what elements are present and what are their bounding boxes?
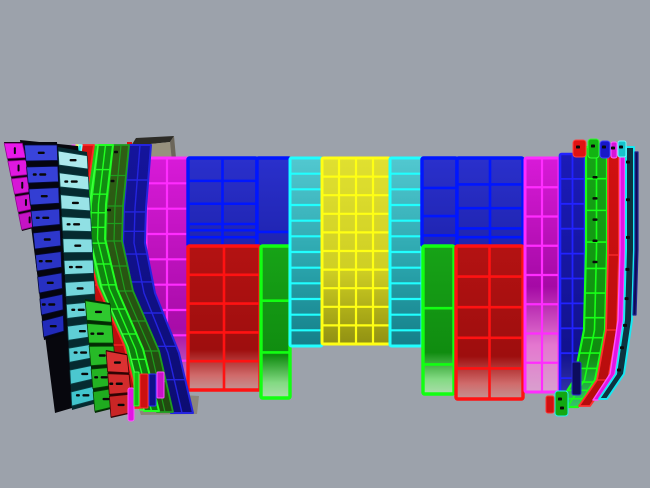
tail-green-right[interactable]: [554, 390, 569, 417]
tail-labels-right: [558, 397, 564, 410]
tail-navy-left[interactable]: [148, 373, 157, 407]
panel-col-cyan-a[interactable]: [288, 156, 324, 348]
edge-strip-cyan-right[interactable]: [598, 146, 635, 400]
top-tab-blue[interactable]: [599, 140, 611, 159]
curve-band-labels: [107, 150, 118, 212]
context-box-top: [131, 136, 174, 146]
panel-block-blue-left-a[interactable]: [186, 156, 259, 248]
top-tab-red[interactable]: [572, 139, 587, 158]
context-box-side: [170, 136, 176, 162]
panel-block-blue-left-b[interactable]: [255, 156, 292, 248]
fan-strip-blue[interactable]: [23, 142, 65, 340]
tail-magenta-left[interactable]: [127, 387, 135, 422]
panel-block-red-right[interactable]: [454, 244, 525, 401]
top-tab-cyan[interactable]: [617, 140, 627, 158]
top-tab-green[interactable]: [587, 138, 600, 159]
panel-col-yellow-center[interactable]: [320, 156, 392, 346]
tail-magenta-left2[interactable]: [156, 371, 165, 399]
tail-navy-right[interactable]: [571, 361, 582, 396]
panel-col-green-left[interactable]: [259, 244, 292, 400]
panel-col-magenta-right[interactable]: [523, 156, 561, 394]
fan-strip-red[interactable]: [105, 350, 134, 418]
panel-block-red-left[interactable]: [186, 244, 262, 392]
tail-red-left[interactable]: [139, 373, 149, 409]
tail-green-left[interactable]: [133, 371, 140, 407]
edge-strip-navy-right[interactable]: [632, 151, 639, 316]
top-tab-labels: [576, 144, 623, 150]
top-tab-magenta[interactable]: [610, 141, 618, 159]
panel-col-cyan-b[interactable]: [388, 156, 424, 348]
panel-block-blue-right-a[interactable]: [420, 156, 459, 248]
panel-col-green-right[interactable]: [421, 244, 456, 396]
panel-block-blue-right-b[interactable]: [455, 156, 525, 248]
edge-labels-right: [617, 160, 630, 372]
tail-red-right[interactable]: [545, 395, 555, 414]
